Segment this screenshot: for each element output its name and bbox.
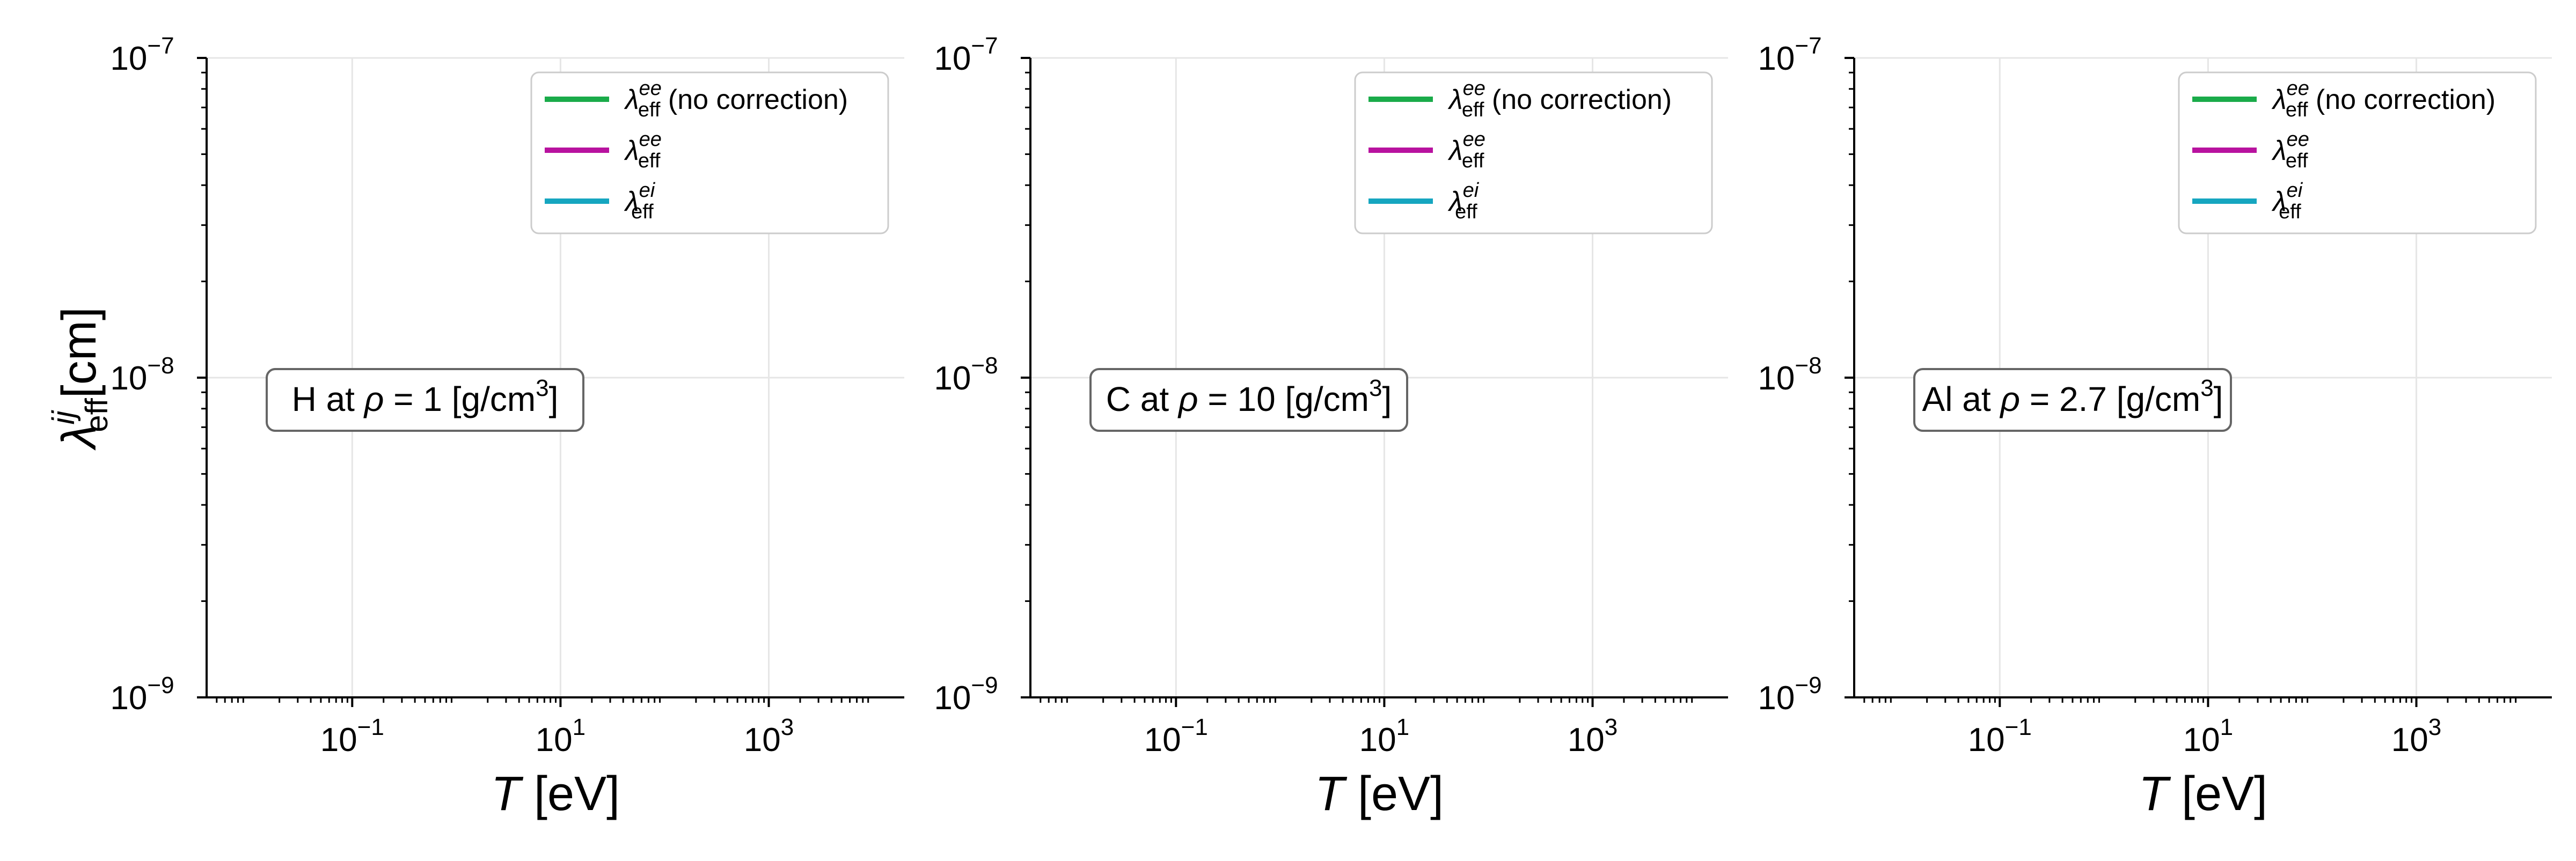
legend-label: λee eff (no correction)	[624, 77, 848, 121]
legend-label: λee eff (no correction)	[1447, 77, 1672, 121]
legend-label: λee eff	[1447, 128, 1485, 172]
x-tick-label: 10−1	[1144, 714, 1208, 759]
y-tick-label: 10−8	[110, 352, 174, 397]
panel-2: 10−1 101 103 10−9 10−8 10−7 T [eV] λee eff (no c…	[934, 33, 1728, 821]
annotation: Al at ρ = 2.7 [g/cm3]	[1913, 368, 2232, 432]
legend-label: λee eff	[2271, 128, 2309, 172]
y-tick-label: 10−7	[110, 33, 174, 77]
legend-frame	[2178, 71, 2537, 234]
panel-3: 10−1 101 103 10−9 10−8 10−7 T [eV] λee eff (no c…	[1758, 33, 2552, 821]
y-tick-label: 10−8	[1758, 352, 1821, 397]
x-tick-label: 103	[2391, 714, 2441, 759]
x-axis-label: T [eV]	[1315, 767, 1444, 821]
x-tick-label: 10−1	[1968, 714, 2032, 759]
y-tick-label: 10−7	[934, 33, 998, 77]
panel-1: 10−1 101 103 10−9 10−8 10−7 T [eV] λijeff[cm] λe…	[46, 33, 904, 821]
legend-label: λei eff	[2271, 179, 2303, 223]
y-tick-label: 10−8	[934, 352, 998, 397]
x-tick-label: 10−1	[320, 714, 384, 759]
annotation-box	[1089, 368, 1408, 432]
legend-frame	[1354, 71, 1713, 234]
annotation: H at ρ = 1 [g/cm3]	[266, 368, 584, 432]
legend: λee eff (no correction) λee eff λei eff	[2178, 71, 2537, 234]
x-tick-label: 101	[1359, 714, 1409, 759]
legend-label: λee eff	[624, 128, 662, 172]
x-tick-label: 103	[744, 714, 794, 759]
y-axis-label: λijeff[cm]	[46, 307, 114, 451]
annotation-box	[266, 368, 584, 432]
x-tick-label: 103	[1568, 714, 1618, 759]
annotation-text: H at ρ = 1 [g/cm3]	[292, 375, 559, 418]
y-tick-label: 10−9	[934, 672, 998, 717]
legend-label: λee eff (no correction)	[2271, 77, 2496, 121]
legend: λee eff (no correction) λee eff λei eff	[530, 71, 889, 234]
y-tick-label: 10−7	[1758, 33, 1821, 77]
legend-label: λei eff	[624, 179, 656, 223]
legend: λee eff (no correction) λee eff λei eff	[1354, 71, 1713, 234]
annotation-text: C at ρ = 10 [g/cm3]	[1106, 375, 1392, 418]
legend-frame	[530, 71, 889, 234]
x-axis-label: T [eV]	[2139, 767, 2267, 821]
annotation: C at ρ = 10 [g/cm3]	[1089, 368, 1408, 432]
x-tick-label: 101	[2183, 714, 2233, 759]
x-tick-label: 101	[536, 714, 586, 759]
y-tick-label: 10−9	[1758, 672, 1821, 717]
x-axis-label: T [eV]	[491, 767, 620, 821]
annotation-box	[1913, 368, 2232, 432]
y-tick-label: 10−9	[110, 672, 174, 717]
legend-label: λei eff	[1447, 179, 1480, 223]
annotation-text: Al at ρ = 2.7 [g/cm3]	[1922, 375, 2223, 418]
